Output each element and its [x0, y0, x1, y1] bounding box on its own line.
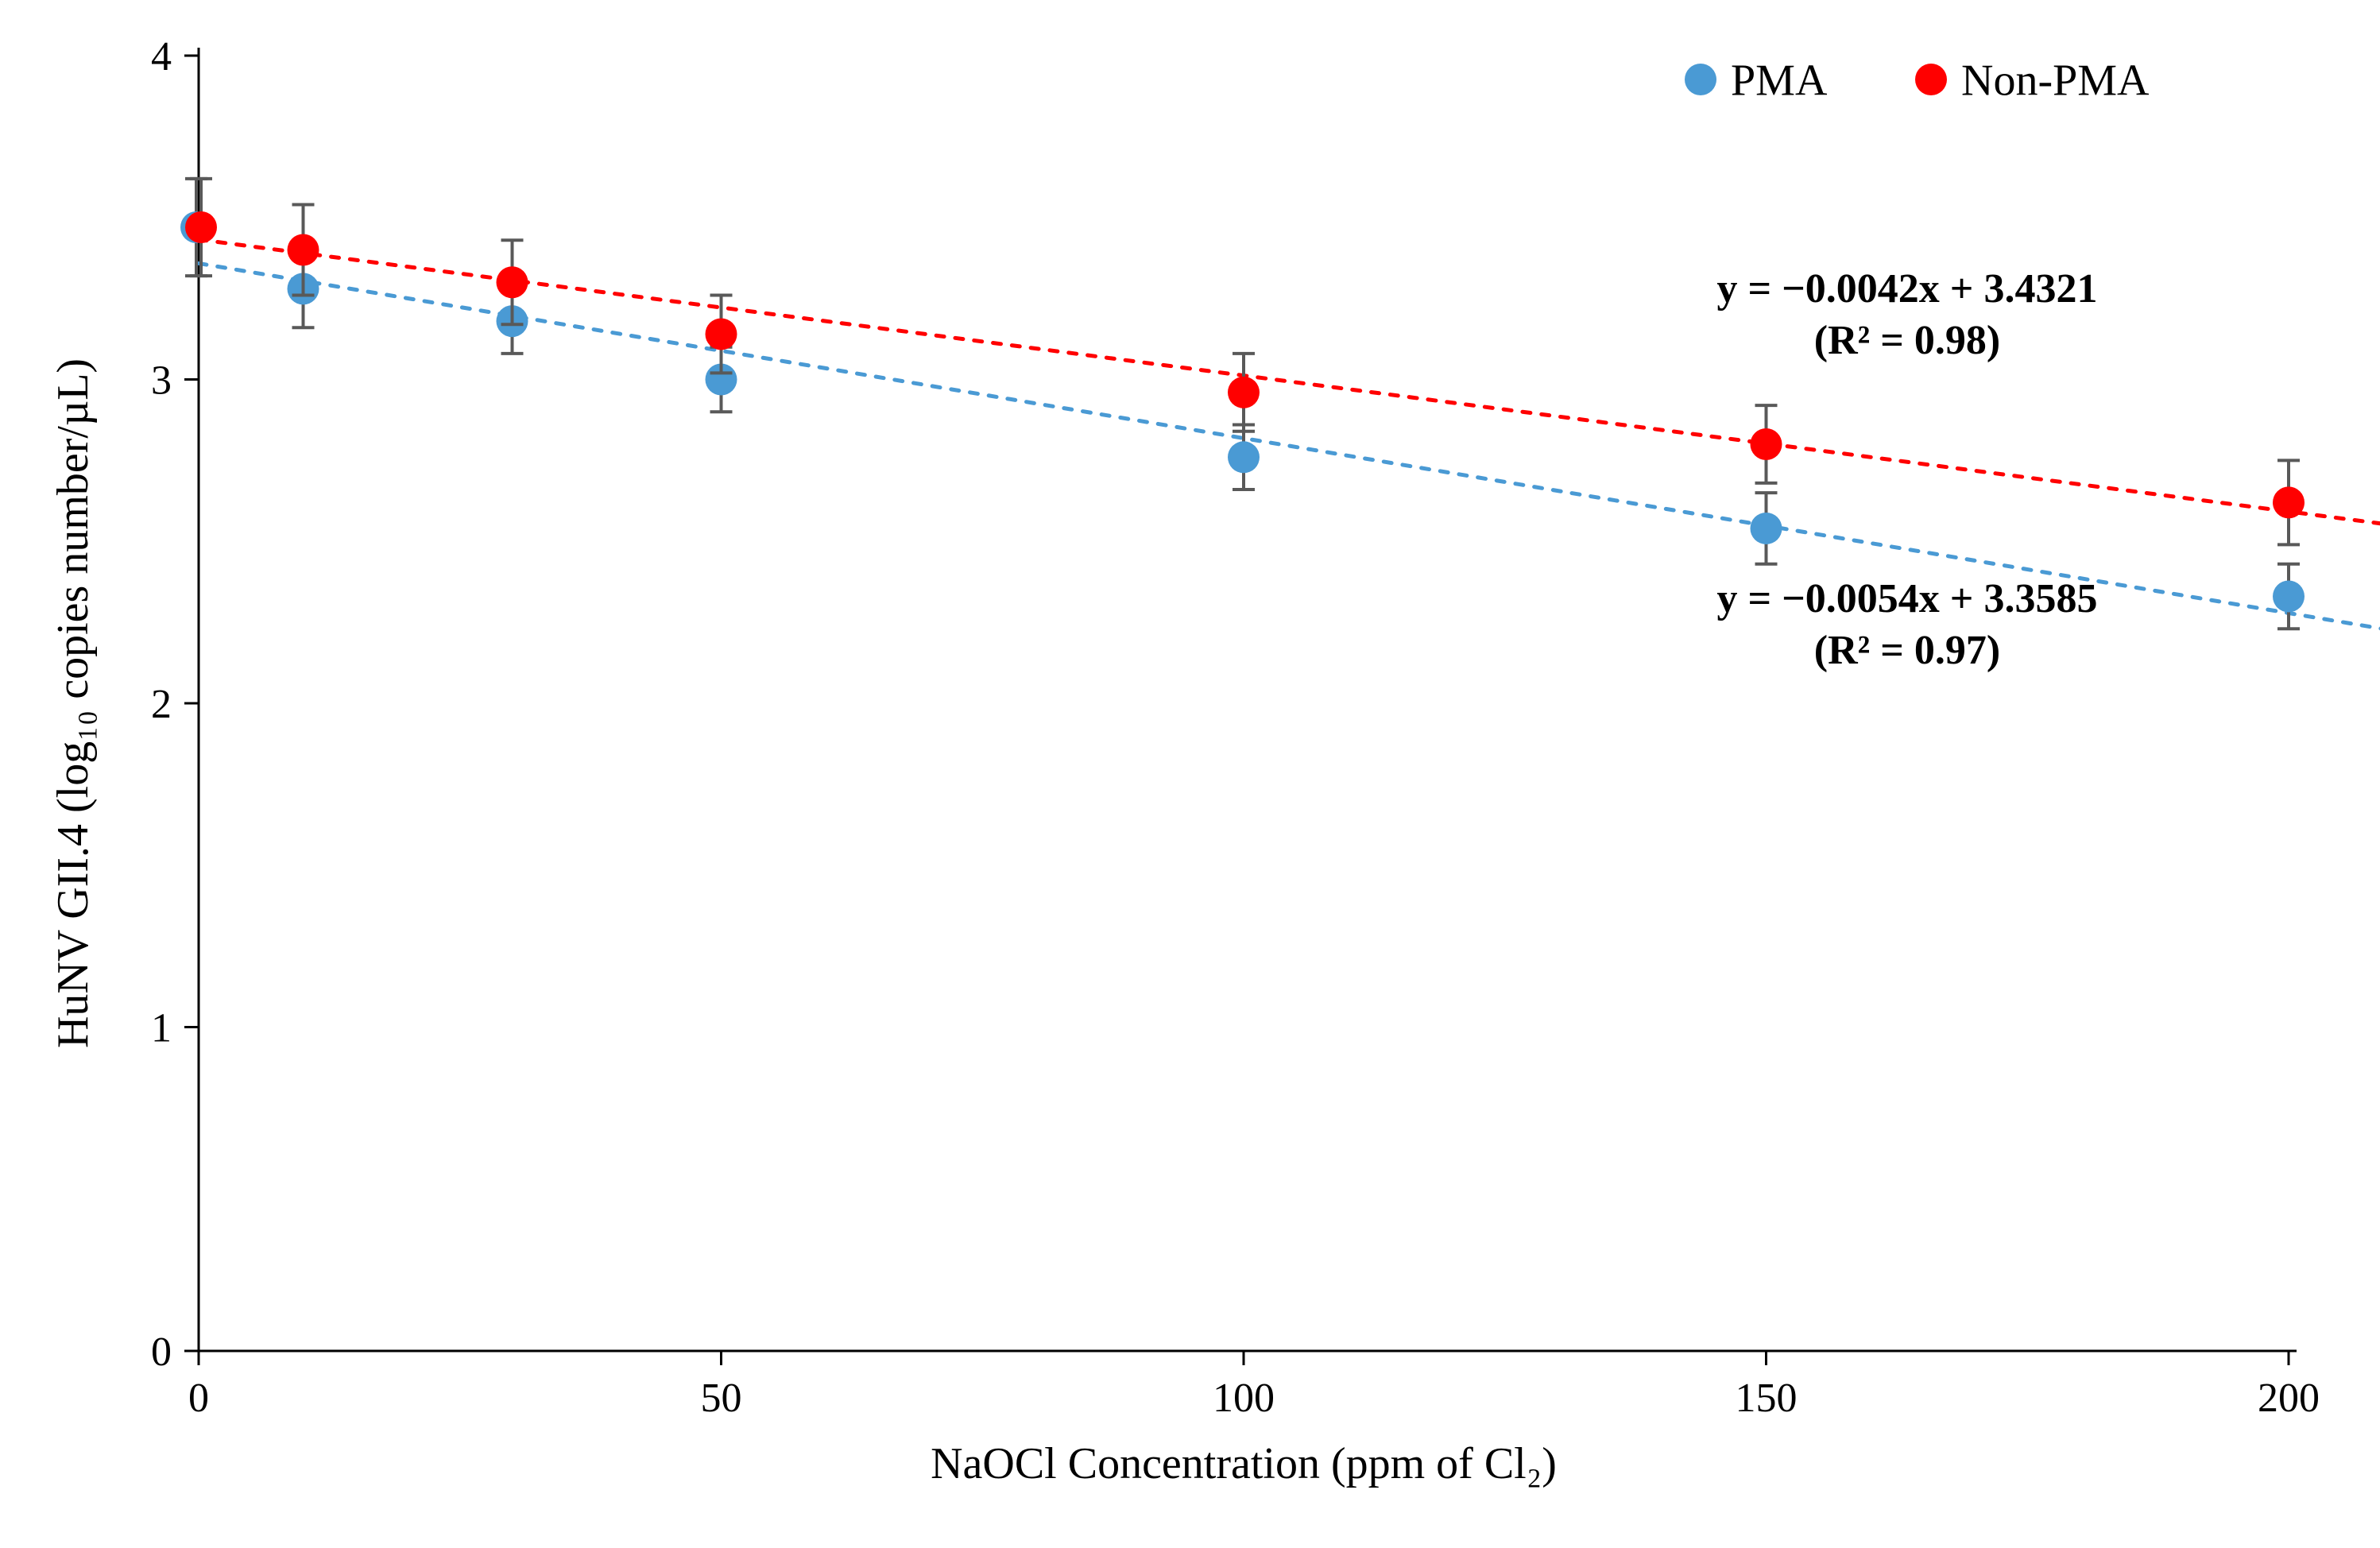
scatter-chart: 0 50 100 150 200 0 1 2 3 4 NaOCl Concentration (pp…: [0, 0, 2380, 1548]
x-tick-label: 0: [188, 1376, 209, 1421]
marker-pma: [1751, 513, 1782, 544]
y-tick-label: 1: [151, 1006, 172, 1051]
marker-pma: [2273, 581, 2305, 613]
marker-nonpma: [1228, 377, 1260, 408]
legend-marker-pma: [1685, 64, 1716, 95]
x-axis-title: NaOCl Concentration (ppm of Cl₂): [931, 1439, 1557, 1488]
y-tick-label: 3: [151, 358, 172, 404]
marker-nonpma: [706, 318, 737, 350]
marker-nonpma: [185, 211, 217, 243]
marker-pma: [1228, 441, 1260, 473]
x-tick-label: 50: [701, 1376, 742, 1421]
y-axis-title: HuNV GII.4 (log₁₀ copies number/µL): [48, 358, 98, 1048]
legend-label-nonpma: Non-PMA: [1961, 56, 2150, 106]
y-tick-label: 0: [151, 1329, 172, 1375]
equation-nonpma: y = −0.0042x + 3.4321: [1717, 266, 2098, 312]
x-tick-label: 150: [1736, 1376, 1798, 1421]
marker-nonpma: [2273, 486, 2305, 518]
equation-pma: y = −0.0054x + 3.3585: [1717, 576, 2098, 621]
x-tick-label: 200: [2258, 1376, 2320, 1421]
chart-container: 0 50 100 150 200 0 1 2 3 4 NaOCl Concentration (pp…: [0, 0, 2380, 1548]
marker-nonpma: [288, 234, 319, 266]
rsq-pma: (R² = 0.97): [1814, 628, 2000, 673]
y-tick-label: 4: [151, 34, 172, 79]
legend-marker-nonpma: [1915, 64, 1947, 95]
x-tick-label: 100: [1213, 1376, 1275, 1421]
marker-nonpma: [497, 266, 528, 298]
marker-nonpma: [1751, 428, 1782, 460]
rsq-nonpma: (R² = 0.98): [1814, 318, 2000, 363]
legend-label-pma: PMA: [1731, 56, 1828, 106]
y-tick-label: 2: [151, 682, 172, 727]
